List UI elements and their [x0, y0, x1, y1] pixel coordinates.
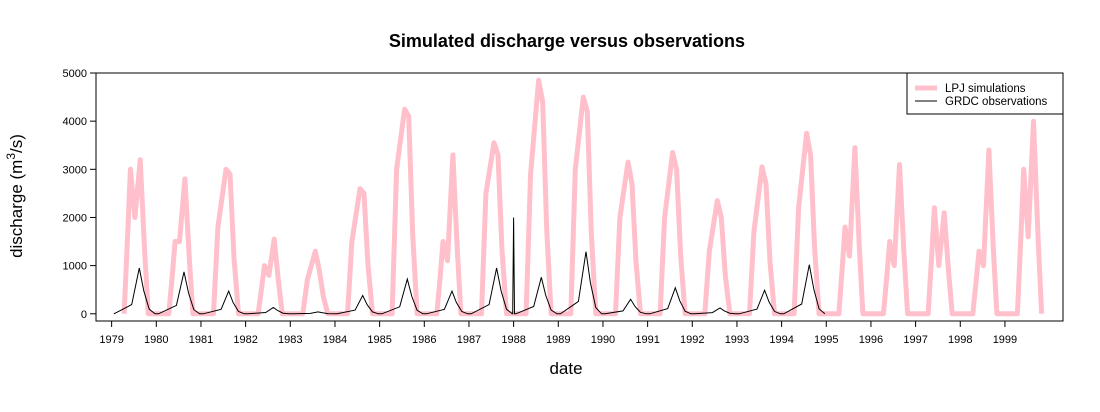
x-axis-title: date [549, 359, 582, 378]
x-tick-label: 1986 [412, 334, 436, 346]
y-tick-label: 0 [81, 309, 87, 321]
observation-series-line [113, 217, 826, 315]
x-tick-label: 1982 [233, 334, 257, 346]
x-tick-label: 1991 [635, 334, 659, 346]
x-tick-label: 1999 [993, 334, 1017, 346]
x-tick-label: 1983 [278, 334, 302, 346]
y-axis-title-end: /s) [7, 134, 26, 153]
x-tick-label: 1987 [457, 334, 481, 346]
y-tick-label: 5000 [63, 68, 87, 80]
x-tick-label: 1979 [99, 334, 123, 346]
legend-box [906, 72, 1064, 115]
y-tick-label: 1000 [63, 261, 87, 273]
x-tick-label: 1992 [680, 334, 704, 346]
x-tick-label: 1988 [501, 334, 525, 346]
y-tick-label: 3000 [63, 164, 87, 176]
y-axis: 0 1000 2000 3000 4000 5000 [63, 68, 97, 321]
legend-label-simulation: LPJ simulations [945, 83, 1026, 95]
x-tick-label: 1984 [323, 334, 347, 346]
x-tick-label: 1997 [903, 334, 927, 346]
x-tick-label: 1995 [814, 334, 838, 346]
x-tick-label: 1990 [591, 334, 615, 346]
x-tick-label: 1980 [144, 334, 168, 346]
y-axis-title: discharge (m3/s) [4, 134, 26, 258]
plot-layer [113, 77, 1045, 317]
y-axis-title-main: discharge (m [7, 160, 26, 258]
x-tick-label: 1981 [189, 334, 213, 346]
x-axis: 1979 1980 1981 1982 1983 1984 1985 1986 1987 1988… [99, 320, 1017, 346]
x-tick-label: 1994 [769, 334, 793, 346]
chart-title: Simulated discharge versus observations [389, 31, 745, 51]
y-tick-label: 2000 [63, 212, 87, 224]
legend-label-observation: GRDC observations [945, 96, 1048, 108]
legend: LPJ simulations GRDC observations [906, 72, 1064, 115]
x-tick-label: 1993 [725, 334, 749, 346]
x-tick-label: 1998 [948, 334, 972, 346]
simulation-series-line [121, 77, 1045, 317]
x-tick-label: 1985 [367, 334, 391, 346]
x-tick-label: 1989 [546, 334, 570, 346]
x-tick-label: 1996 [859, 334, 883, 346]
y-axis-title-superscript: 3 [4, 153, 18, 160]
y-tick-label: 4000 [63, 116, 87, 128]
